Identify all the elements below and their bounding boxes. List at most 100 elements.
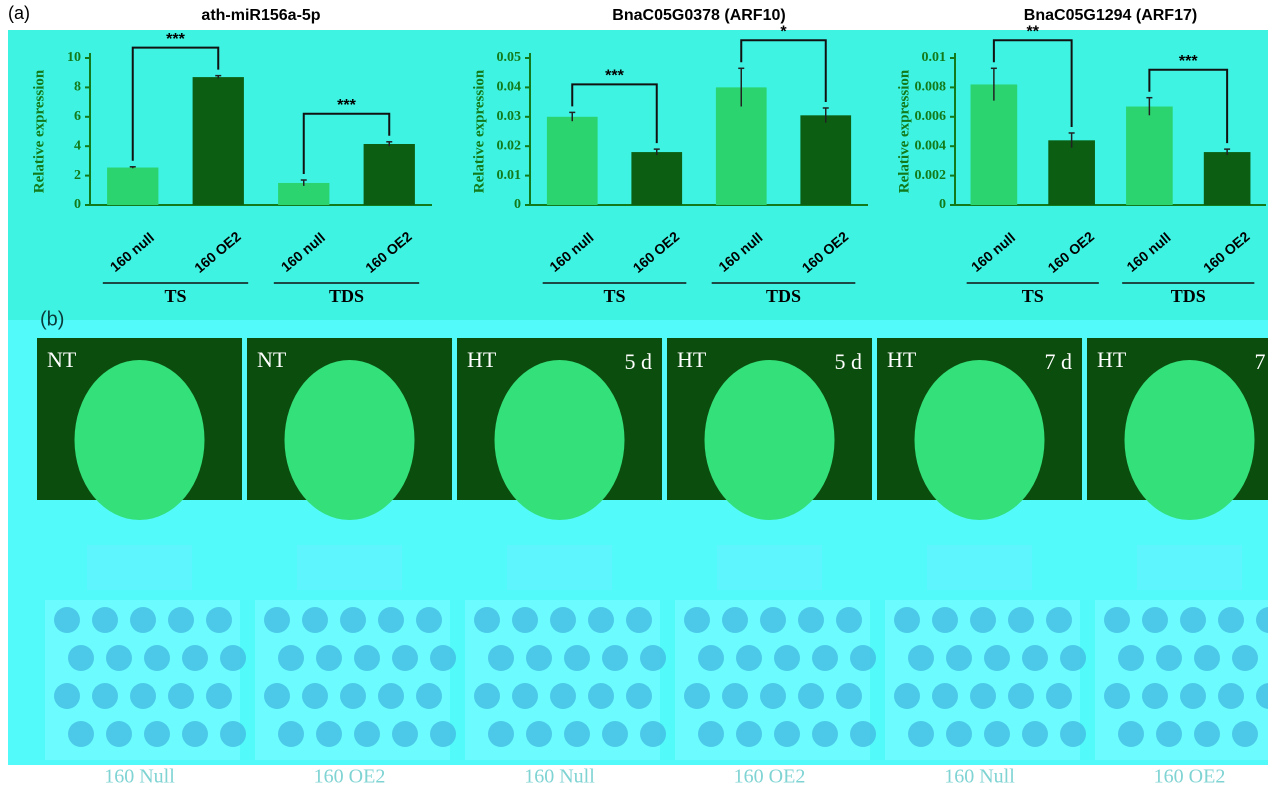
pollen-grain bbox=[640, 645, 666, 671]
pollen-grain bbox=[302, 607, 328, 633]
bar bbox=[107, 168, 158, 205]
y-tick-label: 8 bbox=[74, 80, 81, 95]
pollen-grain bbox=[1104, 683, 1130, 709]
bar bbox=[547, 117, 598, 205]
pollen-grain bbox=[836, 683, 862, 709]
photo-caption: 160 OE2 bbox=[314, 766, 386, 785]
pollen-grain bbox=[946, 645, 972, 671]
panel-label: (a) bbox=[8, 3, 30, 23]
significance-label: * bbox=[780, 24, 787, 41]
pollen-grain bbox=[1142, 607, 1168, 633]
photo-caption: 160 Null bbox=[104, 766, 175, 785]
photo-caption: 160 OE2 bbox=[1154, 766, 1226, 785]
pollen-grain bbox=[168, 683, 194, 709]
pot bbox=[717, 545, 822, 590]
pot bbox=[1137, 545, 1242, 590]
pollen-grain bbox=[278, 645, 304, 671]
pollen-grain bbox=[970, 683, 996, 709]
significance-label: *** bbox=[166, 31, 185, 48]
pollen-grain bbox=[1156, 645, 1182, 671]
pollen-grain bbox=[970, 607, 996, 633]
pollen-grain bbox=[550, 607, 576, 633]
panel-label: (b) bbox=[40, 308, 64, 330]
pollen-grain bbox=[836, 607, 862, 633]
pollen-grain bbox=[54, 683, 80, 709]
y-tick-label: 0 bbox=[74, 197, 81, 212]
pollen-grain bbox=[684, 683, 710, 709]
y-tick-label: 0.05 bbox=[497, 50, 522, 65]
pollen-grain bbox=[760, 607, 786, 633]
condition-label: NT bbox=[47, 347, 77, 372]
y-tick-label: 0 bbox=[939, 197, 946, 212]
group-label: TDS bbox=[1171, 286, 1206, 306]
bar bbox=[364, 144, 415, 205]
pollen-grain bbox=[1060, 721, 1086, 747]
pollen-grain bbox=[144, 645, 170, 671]
pollen-grain bbox=[812, 645, 838, 671]
pollen-grain bbox=[526, 721, 552, 747]
group-label: TS bbox=[164, 286, 186, 306]
pollen-grain bbox=[1180, 683, 1206, 709]
y-tick-label: 0.03 bbox=[497, 109, 522, 124]
pollen-grain bbox=[206, 683, 232, 709]
pollen-grain bbox=[894, 683, 920, 709]
pollen-grain bbox=[588, 607, 614, 633]
bar bbox=[278, 183, 329, 205]
pollen-grain bbox=[774, 721, 800, 747]
pollen-grain bbox=[1022, 721, 1048, 747]
pollen-grain bbox=[378, 607, 404, 633]
chart-title: BnaC05G1294 (ARF17) bbox=[1024, 7, 1197, 24]
pollen-grain bbox=[798, 607, 824, 633]
condition-label: HT bbox=[887, 347, 917, 372]
significance-label: *** bbox=[337, 97, 356, 114]
pollen-grain bbox=[512, 683, 538, 709]
pollen-grain bbox=[1156, 721, 1182, 747]
y-tick-label: 0 bbox=[514, 197, 521, 212]
pollen-grain bbox=[602, 645, 628, 671]
pollen-grain bbox=[278, 721, 304, 747]
y-axis-label: Relative expression bbox=[471, 69, 487, 193]
pollen-grain bbox=[1232, 645, 1258, 671]
pollen-grain bbox=[984, 645, 1010, 671]
bar bbox=[971, 84, 1018, 205]
pollen-grain bbox=[92, 683, 118, 709]
pollen-grain bbox=[1118, 721, 1144, 747]
pollen-grain bbox=[488, 645, 514, 671]
inflorescence bbox=[75, 360, 205, 520]
inflorescence bbox=[705, 360, 835, 520]
pollen-grain bbox=[774, 645, 800, 671]
pollen-grain bbox=[722, 683, 748, 709]
pollen-grain bbox=[760, 683, 786, 709]
pollen-grain bbox=[984, 721, 1010, 747]
pollen-grain bbox=[1218, 607, 1244, 633]
y-tick-label: 0.008 bbox=[915, 80, 947, 95]
time-label: 5 d bbox=[625, 349, 653, 374]
pollen-grain bbox=[894, 607, 920, 633]
y-tick-label: 0.02 bbox=[497, 138, 522, 153]
group-label: TS bbox=[603, 286, 625, 306]
chart-title: ath-miR156a-5p bbox=[201, 7, 320, 24]
pollen-grain bbox=[182, 721, 208, 747]
pollen-grain bbox=[1142, 683, 1168, 709]
pollen-grain bbox=[564, 645, 590, 671]
pollen-grain bbox=[1022, 645, 1048, 671]
pot bbox=[507, 545, 612, 590]
photo-caption: 160 Null bbox=[944, 766, 1015, 785]
pollen-grain bbox=[932, 607, 958, 633]
pollen-grain bbox=[182, 645, 208, 671]
y-tick-label: 0.01 bbox=[497, 168, 522, 183]
bar bbox=[800, 115, 851, 205]
pollen-grain bbox=[168, 607, 194, 633]
pollen-grain bbox=[798, 683, 824, 709]
pollen-grain bbox=[430, 721, 456, 747]
pollen-grain bbox=[588, 683, 614, 709]
pollen-grain bbox=[564, 721, 590, 747]
pollen-grain bbox=[698, 645, 724, 671]
pollen-grain bbox=[684, 607, 710, 633]
time-label: 7 d bbox=[1045, 349, 1073, 374]
bar bbox=[1048, 140, 1095, 205]
pollen-grain bbox=[736, 645, 762, 671]
pollen-grain bbox=[340, 683, 366, 709]
pollen-grain bbox=[946, 721, 972, 747]
pollen-grain bbox=[908, 645, 934, 671]
